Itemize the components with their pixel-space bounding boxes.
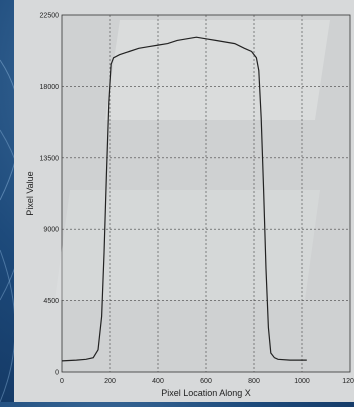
watermark-shape-2 bbox=[55, 190, 320, 300]
y-tick-label: 22500 bbox=[40, 13, 60, 20]
x-tick-label: 1000 bbox=[294, 378, 310, 385]
y-tick-label: 4500 bbox=[43, 298, 59, 305]
y-tick-label: 18000 bbox=[40, 84, 60, 91]
x-tick-label: 800 bbox=[248, 378, 260, 385]
y-tick-label: 9000 bbox=[43, 227, 59, 234]
x-tick-label: 0 bbox=[60, 378, 64, 385]
x-tick-label: 600 bbox=[200, 378, 212, 385]
x-axis-label: Pixel Location Along X bbox=[161, 388, 251, 398]
series-line bbox=[61, 36, 307, 362]
y-tick-label: 0 bbox=[55, 370, 59, 377]
grid-lines bbox=[62, 15, 350, 372]
y-tick-label: 13500 bbox=[40, 155, 60, 162]
x-tick-label: 400 bbox=[152, 378, 164, 385]
watermark-shape bbox=[105, 20, 330, 120]
y-axis-label: Pixel Value bbox=[25, 171, 35, 215]
x-tick-label: 200 bbox=[104, 378, 116, 385]
